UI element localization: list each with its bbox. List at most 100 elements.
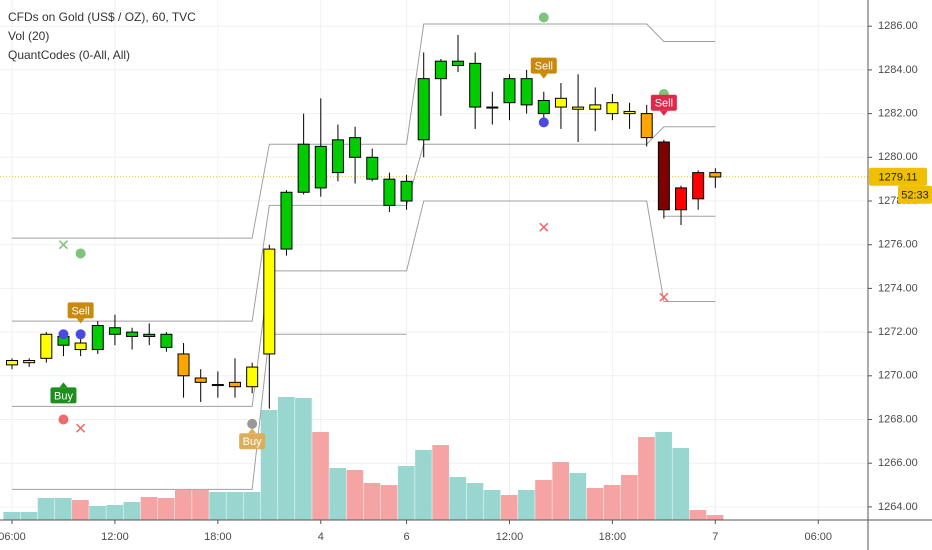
candle-body bbox=[709, 172, 722, 178]
volume-bar bbox=[397, 466, 415, 520]
candle-body bbox=[229, 381, 242, 388]
volume-bar bbox=[209, 492, 226, 520]
signal-box bbox=[650, 94, 677, 111]
signal-dot bbox=[75, 329, 86, 340]
y-tick-label: 1268.00 bbox=[878, 413, 918, 425]
indicator-label: QuantCodes (0-All, All) bbox=[8, 48, 130, 62]
volume-bar bbox=[466, 483, 484, 520]
signal-dot bbox=[75, 248, 86, 259]
y-tick-label: 1270.00 bbox=[878, 370, 918, 382]
volume-bar bbox=[415, 450, 432, 520]
candle-body bbox=[657, 141, 670, 211]
volume-bar bbox=[518, 490, 535, 520]
volume-bar bbox=[655, 432, 672, 520]
candle-body bbox=[160, 333, 173, 348]
signal-label: Sell bbox=[67, 302, 94, 324]
level-line bbox=[12, 333, 407, 490]
candle-body bbox=[108, 327, 121, 335]
candle-body bbox=[331, 139, 344, 174]
candle-body bbox=[520, 78, 533, 106]
candle-body bbox=[194, 377, 207, 383]
candle-body bbox=[263, 248, 276, 355]
volume-bar bbox=[243, 492, 261, 520]
x-tick-label: 12:00 bbox=[101, 531, 129, 543]
x-tick-label: 12:00 bbox=[496, 531, 524, 543]
signal-text: Buy bbox=[54, 390, 73, 402]
candle-body bbox=[314, 145, 327, 189]
volume-bar bbox=[535, 480, 552, 520]
candle-body bbox=[589, 104, 602, 110]
volume-bar bbox=[706, 515, 724, 520]
countdown-label: 52:33 bbox=[901, 190, 929, 202]
volume-bar bbox=[672, 448, 690, 520]
volume-bar bbox=[174, 490, 192, 520]
signal-text: Sell bbox=[71, 305, 89, 317]
volume-bar bbox=[192, 490, 209, 520]
volume-bar bbox=[157, 498, 175, 520]
volume-bar bbox=[89, 506, 106, 520]
signal-cross bbox=[659, 292, 669, 302]
candle-body bbox=[40, 333, 53, 359]
volume-bar bbox=[346, 470, 364, 520]
y-tick-label: 1276.00 bbox=[878, 239, 918, 251]
chart-title: CFDs on Gold (US$ / OZ), 60, TVC bbox=[8, 10, 196, 24]
signal-text: Buy bbox=[243, 436, 262, 448]
signal-text: Sell bbox=[535, 61, 553, 73]
volume-bar bbox=[689, 510, 707, 520]
layers bbox=[0, 0, 868, 520]
candle-body bbox=[126, 331, 139, 337]
x-tick-label: 06:00 bbox=[804, 531, 832, 543]
signal-box bbox=[530, 57, 557, 74]
level-line bbox=[12, 200, 716, 407]
candle-body bbox=[23, 360, 36, 364]
x-tick-label: 6 bbox=[403, 531, 409, 543]
signal-label: Buy bbox=[50, 382, 77, 404]
candle-body bbox=[349, 137, 362, 158]
y-tick-label: 1264.00 bbox=[878, 501, 918, 513]
volume-bar bbox=[500, 495, 518, 520]
candle-body bbox=[452, 60, 465, 67]
volume-bar bbox=[37, 498, 55, 520]
candle-body bbox=[554, 97, 567, 108]
signal-label: Sell bbox=[530, 57, 557, 79]
x-tick-label: 7 bbox=[712, 531, 718, 543]
signal-box bbox=[67, 302, 94, 319]
volume-bar bbox=[106, 505, 124, 520]
signal-pointer bbox=[59, 382, 68, 388]
volume-bar bbox=[312, 432, 329, 520]
candle-body bbox=[400, 180, 413, 202]
volume-bar bbox=[363, 483, 381, 520]
candle-body bbox=[623, 110, 636, 115]
signal-box bbox=[50, 387, 77, 404]
volume-bar bbox=[20, 512, 38, 520]
signal-cross bbox=[539, 222, 549, 232]
candle-body bbox=[640, 113, 653, 139]
volume-bar bbox=[123, 502, 141, 520]
last-price-tag bbox=[869, 167, 927, 186]
volume-bar bbox=[449, 477, 467, 520]
x-tick-label: 18:00 bbox=[599, 531, 627, 543]
volume-bar bbox=[54, 498, 72, 520]
signal-dot bbox=[538, 12, 549, 23]
volume-bar bbox=[620, 475, 638, 520]
y-tick-label: 1284.00 bbox=[878, 64, 918, 76]
y-tick-label: 1274.00 bbox=[878, 282, 918, 294]
signal-dot bbox=[58, 414, 69, 425]
y-tick-label: 1282.00 bbox=[878, 108, 918, 120]
last-price-label: 1279.11 bbox=[879, 172, 918, 184]
y-tick-label: 1266.00 bbox=[878, 457, 918, 469]
signal-dot bbox=[58, 329, 69, 340]
y-tick-label: 1286.00 bbox=[878, 20, 918, 32]
volume-bar bbox=[3, 512, 21, 520]
x-tick-label: 4 bbox=[318, 531, 324, 543]
candle-body bbox=[211, 384, 224, 387]
y-tick-label: 1280.00 bbox=[878, 151, 918, 163]
candle-body bbox=[383, 178, 396, 206]
signal-pointer bbox=[248, 428, 257, 434]
candle-body bbox=[417, 78, 430, 141]
candle-body bbox=[297, 143, 310, 193]
signal-label: Sell bbox=[650, 94, 677, 116]
candle-body bbox=[537, 100, 550, 115]
